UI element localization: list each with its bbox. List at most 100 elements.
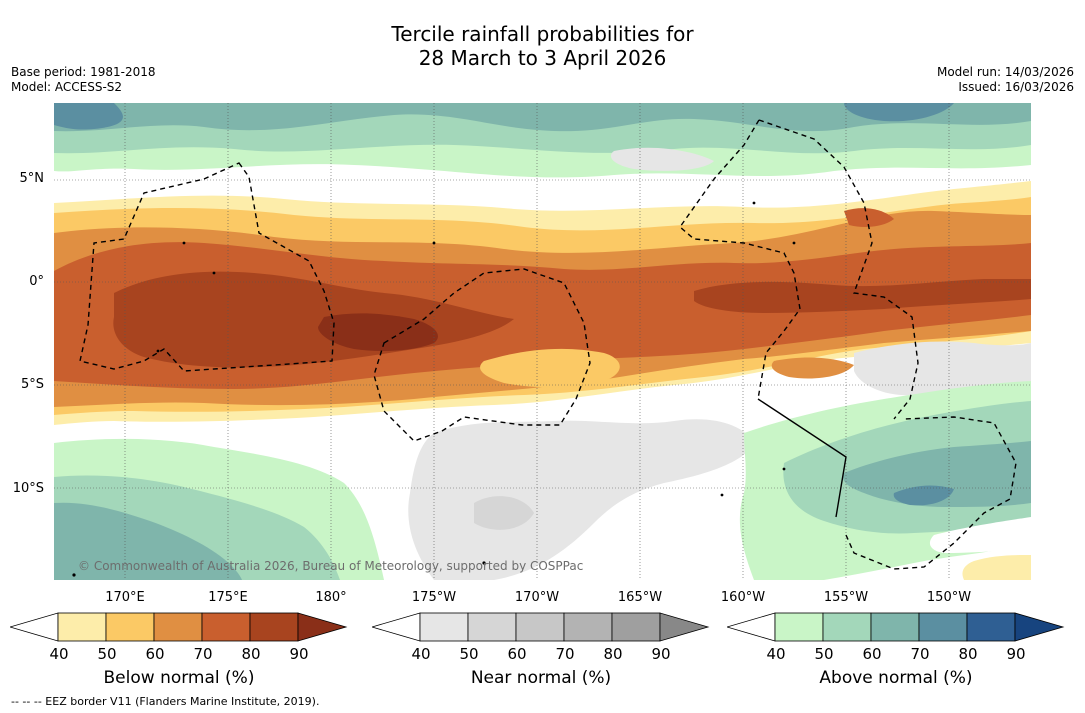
eez-footnote: -- -- -- EEZ border V11 (Flanders Marine… <box>11 695 320 708</box>
legend-low-triangle <box>372 612 421 642</box>
lon-label-170e: 170°E <box>105 590 145 605</box>
lat-label-10s: 10°S <box>12 481 44 496</box>
legend-near-tick: 60 <box>507 645 527 663</box>
south-east-above-80 <box>893 485 954 506</box>
lon-label-170w: 170°W <box>514 590 560 605</box>
legend-swatch <box>822 612 872 642</box>
legend-above-title: Above normal (%) <box>819 668 973 688</box>
legend-below-tick: 60 <box>145 645 165 663</box>
legend-near-tick: 40 <box>411 645 431 663</box>
north-above-70 <box>54 103 1031 132</box>
legend-swatch <box>201 612 251 642</box>
below-east-patch <box>771 357 854 379</box>
legend-near-tick: 50 <box>459 645 479 663</box>
legend-swatch <box>153 612 203 642</box>
legend-below-tick: 50 <box>97 645 117 663</box>
legend-above-tick: 40 <box>766 645 786 663</box>
legend-high-triangle <box>297 612 348 642</box>
lon-label-165w: 165°W <box>617 590 663 605</box>
island-dot <box>782 467 786 471</box>
eez-solid-boundary <box>757 398 847 518</box>
rainfall-map <box>54 103 1031 580</box>
island-dot <box>156 349 160 353</box>
model-name: Model: ACCESS-S2 <box>11 80 123 94</box>
south-east-white-gap <box>929 517 1031 553</box>
title-line-1: Tercile rainfall probabilities for <box>391 22 694 46</box>
legend-swatch <box>918 612 968 642</box>
eez-line-west <box>679 119 801 400</box>
legend-swatch <box>57 612 107 642</box>
eez-kiribati-gilbert <box>79 162 335 372</box>
legend-swatch <box>105 612 155 642</box>
lon-label-155w: 155°W <box>823 590 869 605</box>
eez-borders <box>79 119 1017 570</box>
island-markers <box>72 201 796 577</box>
north-above-80 <box>54 103 954 130</box>
legend-low-triangle <box>727 612 776 642</box>
title-line-2: 28 March to 3 April 2026 <box>418 46 667 70</box>
legend-swatch <box>515 612 565 642</box>
issued-date: Issued: 16/03/2026 <box>958 80 1074 94</box>
legend-below-tick: 70 <box>193 645 213 663</box>
legend-swatch <box>249 612 299 642</box>
eez-line-islands <box>758 119 919 420</box>
model-run: Model run: 14/03/2026 <box>936 65 1074 79</box>
legend-above-tick: 80 <box>958 645 978 663</box>
north-gray-patch-1 <box>610 147 714 171</box>
meta-left: Base period: 1981-2018 Model: ACCESS-S2 <box>11 65 156 95</box>
graticule <box>54 103 1031 580</box>
legend-below-title: Below normal (%) <box>103 668 255 688</box>
lon-label-175w: 175°W <box>411 590 457 605</box>
island-dot <box>72 573 76 577</box>
island-dot <box>720 493 724 497</box>
island-dot <box>752 201 756 205</box>
lon-label-175e: 175°E <box>208 590 248 605</box>
south-east-above-70 <box>842 441 1031 507</box>
lon-label-180: 180° <box>315 590 347 605</box>
legend-swatch <box>467 612 517 642</box>
map-svg <box>54 103 1031 580</box>
base-period: Base period: 1981-2018 <box>11 65 156 79</box>
legend-below-tick: 40 <box>49 645 69 663</box>
lat-label-5s: 5°S <box>20 377 44 392</box>
legend-swatch <box>611 612 661 642</box>
legend-near-bar <box>372 612 710 642</box>
legend-above-tick: 50 <box>814 645 834 663</box>
legend-above-bar <box>727 612 1065 642</box>
south-gray-2 <box>474 496 534 530</box>
island-dot <box>182 241 186 245</box>
meta-right: Model run: 14/03/2026 Issued: 16/03/2026 <box>937 65 1074 95</box>
south-east-below-40 <box>962 555 1031 580</box>
legend-swatch <box>563 612 613 642</box>
map-title: Tercile rainfall probabilities for 28 Ma… <box>0 22 1085 70</box>
legend-near-tick: 70 <box>555 645 575 663</box>
below-90-core <box>318 313 438 351</box>
below-center-lighter <box>480 348 620 388</box>
legend-above-tick: 90 <box>1006 645 1026 663</box>
south-gray-1 <box>408 419 754 580</box>
east-gray-1 <box>854 341 1031 396</box>
legend-above-tick: 60 <box>862 645 882 663</box>
island-dot <box>432 241 436 245</box>
eez-phoenix <box>373 268 591 442</box>
legend-near-title: Near normal (%) <box>470 668 612 688</box>
eez-southeast <box>845 416 1017 570</box>
copyright-credit: © Commonwealth of Australia 2026, Bureau… <box>78 559 584 573</box>
legend-high-triangle <box>659 612 710 642</box>
island-dot <box>792 241 796 245</box>
legend-near-tick: 90 <box>651 645 671 663</box>
legend-swatch <box>419 612 469 642</box>
south-west-above-70 <box>54 502 242 580</box>
legend-below-tick: 80 <box>241 645 261 663</box>
legend-below-bar <box>10 612 348 642</box>
lon-label-150w: 150°W <box>926 590 972 605</box>
legend-low-triangle <box>10 612 59 642</box>
legend-near-tick: 80 <box>603 645 623 663</box>
legend-swatch <box>966 612 1016 642</box>
lat-label-5n: 5°N <box>19 171 45 186</box>
legend-high-triangle <box>1014 612 1065 642</box>
legend-swatch <box>774 612 824 642</box>
island-dot <box>482 561 486 565</box>
legend-swatch <box>870 612 920 642</box>
island-dot <box>212 271 216 275</box>
